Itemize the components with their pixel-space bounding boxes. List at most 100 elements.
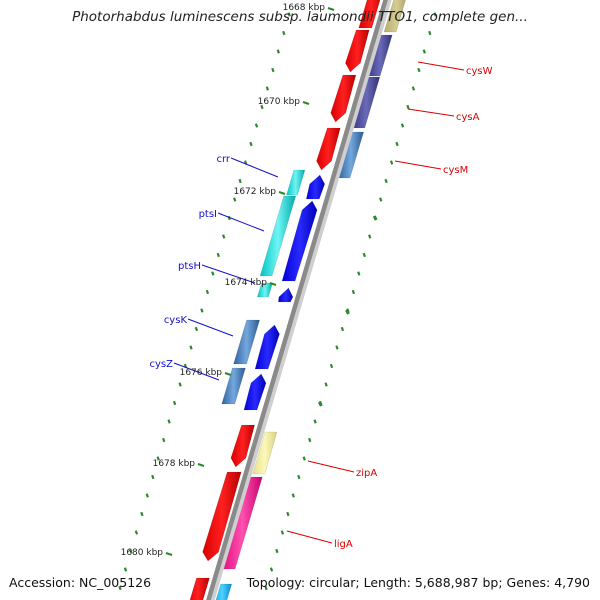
tick-dot [384,178,388,184]
tick-dot [313,419,317,424]
tick-dot [194,326,199,332]
tick-dot [265,86,270,91]
tick-dot [271,67,275,73]
tick-dot [275,548,279,554]
gene-label-line [173,362,220,381]
gene-label-right: cysM [443,165,468,176]
gene-feature [243,373,267,411]
tick-dot [151,474,155,480]
gene-label-line [201,264,256,284]
gene-feature [256,282,273,298]
gene-feature [345,29,370,73]
gene-feature [281,200,318,282]
tick-dot [291,493,295,498]
major-tick [197,463,205,467]
tick-dot [417,67,421,73]
tick-label: 1668 kbp [283,3,326,13]
tick-label: 1680 kbp [121,548,164,558]
tick-dot [118,585,122,591]
tick-dot [368,234,372,239]
tick-dot [357,271,361,276]
tick-dot [178,382,182,387]
tick-dash [372,215,378,221]
map-title: Photorhabdus luminescens subsp. laumondi… [72,9,528,25]
tick-dot [286,511,290,517]
tick-dot [406,104,410,110]
tick-dot [249,141,253,147]
tick-dot [167,419,171,424]
tick-dot [162,437,166,443]
gene-feature [252,431,278,475]
major-tick [269,282,277,286]
major-tick [165,552,173,556]
accession-text: Accession: NC_005126 [9,575,152,590]
tick-dot [335,345,339,350]
tick-dot [172,400,177,406]
tick-dot [351,289,356,295]
gene-feature [358,0,381,29]
tick-dot [205,289,210,295]
tick-dot [189,345,193,350]
gene-feature [215,583,233,600]
tick-dot [422,49,426,54]
tick-dot [211,271,215,276]
tick-dot [260,104,264,110]
tick-dot [389,160,394,165]
gene-feature [330,74,357,123]
tick-dot [123,567,128,572]
tick-dot [264,585,268,591]
tick-dot [433,12,437,17]
label-lines [173,61,465,544]
tick-dot [156,456,160,461]
gene-label-right: cysW [466,66,493,77]
tick-dash [345,309,350,315]
major-tick [278,191,286,195]
tick-label: 1670 kbp [258,97,301,107]
tick-dot [411,86,416,91]
tick-dot [400,123,405,128]
tick-dot [269,567,274,572]
gene-feature [305,174,326,200]
gene-label-left: ptsH [178,261,201,272]
tick-dot [129,548,133,554]
tick-label: 1672 kbp [234,187,277,197]
tick-dot [287,12,291,17]
tick-dot [282,30,286,36]
gene-feature [202,471,242,562]
gene-label-right: ligA [334,539,353,550]
tick-dot [216,252,220,258]
tick-dot [222,234,226,239]
labels: 1668 kbp 1670 kbp 1672 kbp 1674 kbp 1676 kbp… [121,3,493,558]
major-tick [302,101,310,105]
gene-feature [221,367,246,405]
gene-label-line [187,318,234,337]
gene-label-left: crr [216,154,230,165]
gene-label-left: cysZ [150,359,174,370]
tick-dot [140,511,144,517]
gene-feature [189,577,210,600]
gene-feature [233,319,261,365]
gene-label-left: cysK [164,315,188,326]
tick-dot [297,474,301,480]
tick-label: 1678 kbp [153,459,196,469]
gene-label-right: zipA [356,468,377,479]
summary-text: Topology: circular; Length: 5,688,987 bp… [246,575,590,590]
gene-feature [383,0,406,33]
tick-dot [276,49,280,54]
gene-label-line [217,212,265,232]
gene-label-line [307,460,355,473]
gene-feature [254,324,280,370]
tick-dot [308,437,312,443]
tick-dot [233,197,237,202]
gene-label-line [417,61,465,71]
tick-dash [317,401,323,407]
tick-dot [302,456,306,461]
gene-label-line [394,160,442,170]
tick-dot [340,326,345,332]
major-tick [327,7,335,11]
tick-dot [145,493,149,498]
tick-dot [379,197,383,202]
gene-feature [230,424,255,468]
tick-dot [362,252,366,258]
